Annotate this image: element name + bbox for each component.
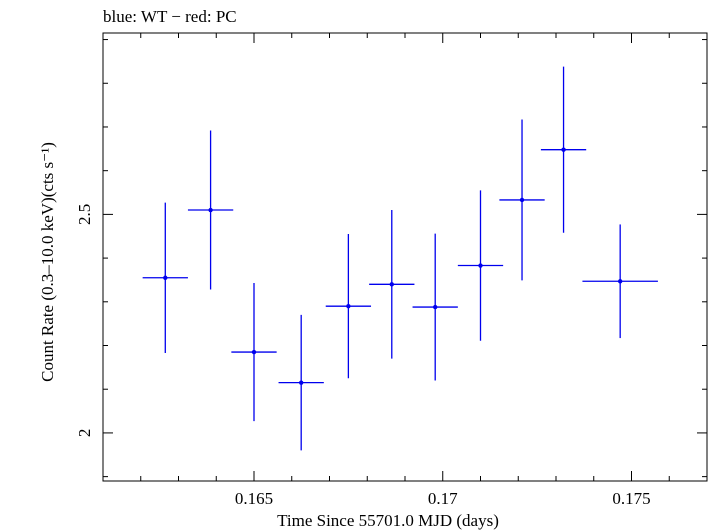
x-axis-ticks: 0.165 0.17 0.175 — [102, 33, 708, 508]
y-tick-label: 2 — [75, 429, 94, 438]
y-tick-label: 2.5 — [75, 204, 94, 225]
data-point — [346, 303, 351, 309]
x-axis-label: Time Since 55701.0 MJD (days) — [277, 511, 499, 530]
data-point — [251, 349, 257, 355]
x-tick-label: 0.17 — [428, 489, 458, 508]
x-tick-label: 0.165 — [235, 489, 273, 508]
chart-title: blue: WT − red: PC — [103, 7, 237, 26]
data-point — [561, 147, 566, 152]
data-point — [519, 197, 525, 203]
data-series — [142, 66, 658, 451]
data-point — [163, 275, 168, 280]
data-point — [617, 279, 623, 284]
x-tick-label: 0.175 — [612, 489, 650, 508]
data-point — [478, 263, 483, 268]
data-point — [433, 304, 438, 310]
data-point — [389, 282, 394, 287]
plot-frame — [102, 32, 708, 482]
data-point — [298, 380, 304, 385]
data-point — [208, 207, 213, 213]
y-axis-label: Count Rate (0.3–10.0 keV)(cts s⁻¹) — [38, 142, 57, 382]
y-axis-ticks: 22.5 — [75, 39, 707, 478]
